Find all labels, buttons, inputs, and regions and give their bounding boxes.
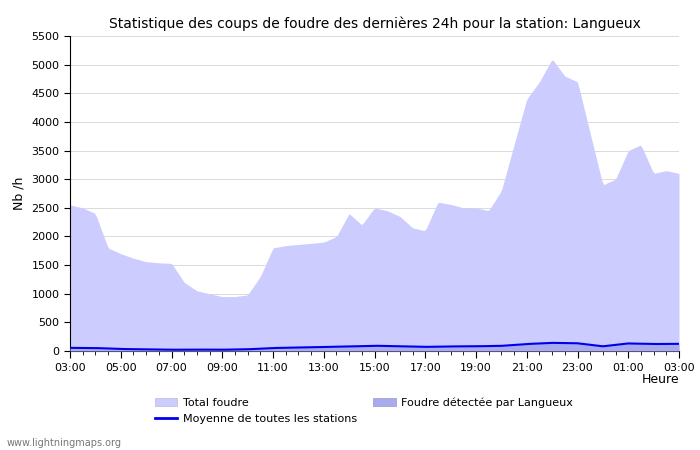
Legend: Total foudre, Moyenne de toutes les stations, Foudre détectée par Langueux: Total foudre, Moyenne de toutes les stat… — [155, 397, 573, 423]
Text: Heure: Heure — [641, 373, 679, 386]
Y-axis label: Nb /h: Nb /h — [13, 177, 26, 210]
Title: Statistique des coups de foudre des dernières 24h pour la station: Langueux: Statistique des coups de foudre des dern… — [108, 16, 640, 31]
Text: www.lightningmaps.org: www.lightningmaps.org — [7, 438, 122, 448]
